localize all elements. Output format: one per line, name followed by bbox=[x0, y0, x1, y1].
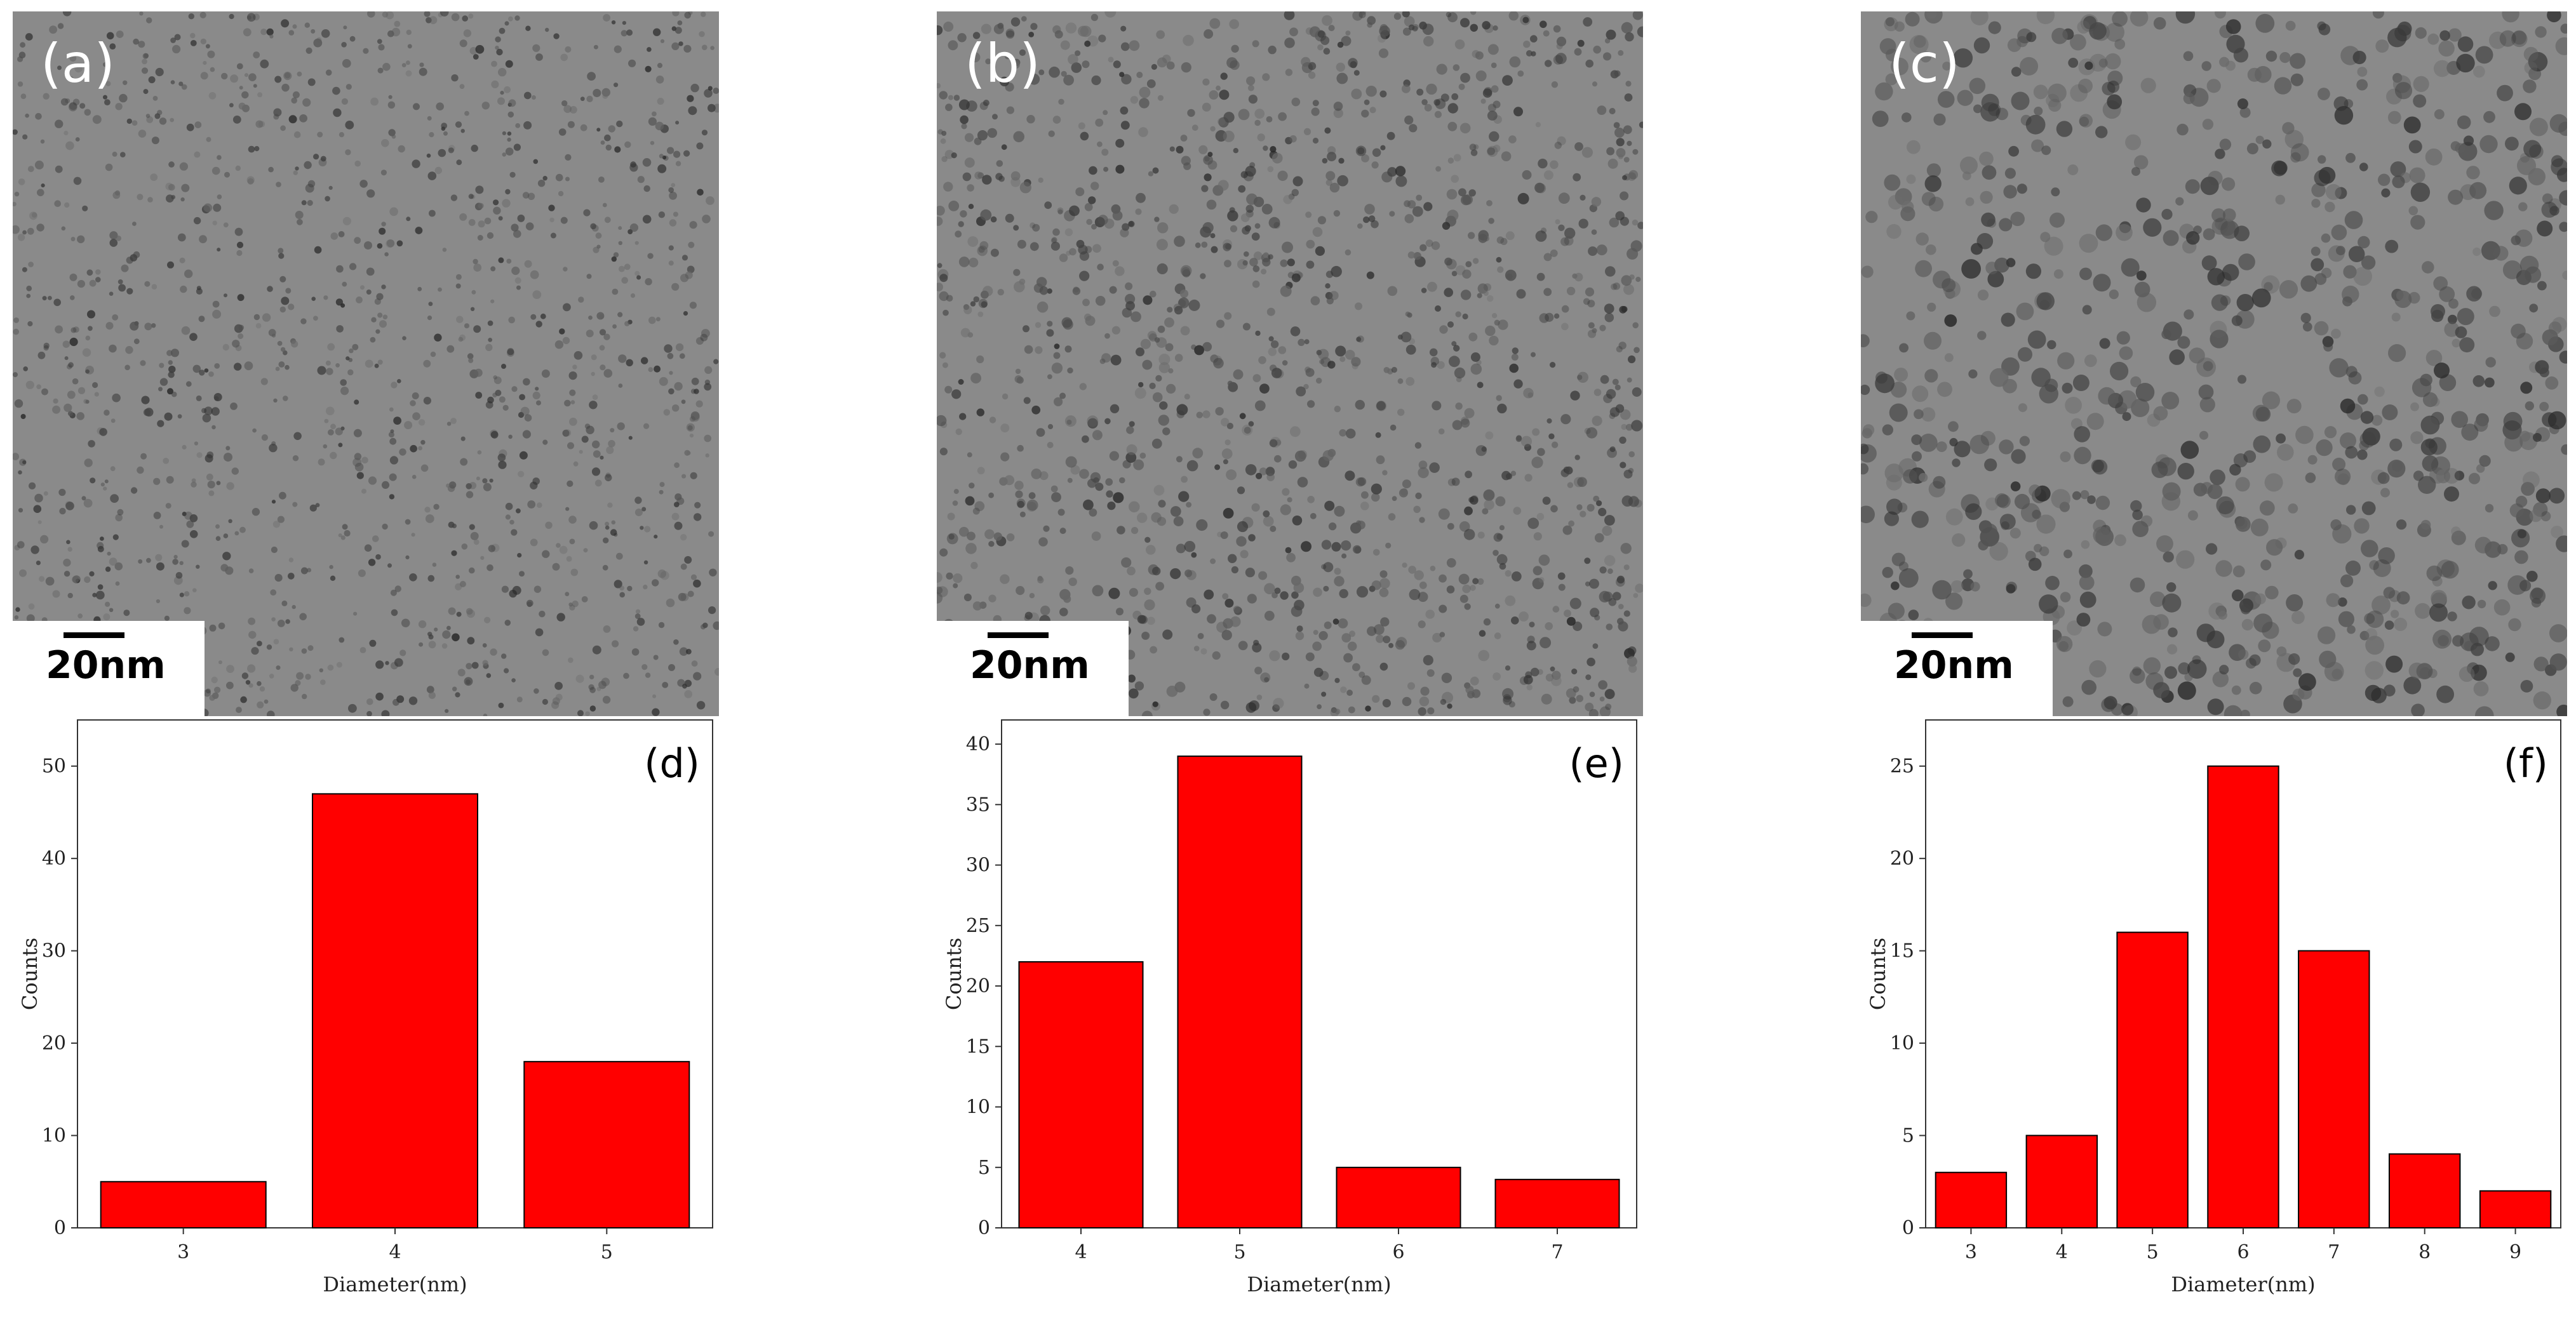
scale-label: 20nm bbox=[1894, 643, 2014, 688]
y-tick-label: 15 bbox=[966, 1035, 990, 1058]
bar bbox=[2207, 765, 2279, 1228]
bar bbox=[2389, 1153, 2461, 1228]
bar bbox=[523, 1061, 690, 1228]
bar bbox=[2479, 1190, 2552, 1228]
scale-bar bbox=[64, 632, 124, 638]
y-tick-label: 0 bbox=[978, 1217, 990, 1239]
scale-box: 20nm bbox=[1861, 621, 2053, 716]
panel-label: (d) bbox=[644, 740, 700, 787]
panel-label-c: (c) bbox=[1889, 32, 1960, 95]
scale-label: 20nm bbox=[970, 643, 1090, 688]
histogram-svg: 0 5 10 15 20 25 3 4 5 6 7 8 9 Diameter(nm) Counts (f) bbox=[1866, 719, 2561, 1296]
y-tick-label: 10 bbox=[42, 1125, 66, 1147]
tem-texture bbox=[13, 11, 719, 716]
tem-image-a: (a) 20nm bbox=[13, 11, 719, 716]
tem-texture bbox=[937, 11, 1643, 716]
bar bbox=[2025, 1135, 2098, 1228]
y-tick-label: 0 bbox=[1902, 1217, 1914, 1239]
x-tick-label: 5 bbox=[601, 1241, 613, 1263]
x-tick-label: 4 bbox=[1075, 1241, 1087, 1263]
bar bbox=[100, 1181, 267, 1228]
bar bbox=[1018, 961, 1144, 1228]
nanoparticle-layer bbox=[1861, 11, 2567, 716]
tem-image-c: (c) 20nm bbox=[1861, 11, 2567, 716]
panel-label: (e) bbox=[1569, 740, 1624, 787]
y-tick-label: 40 bbox=[42, 848, 66, 870]
x-axis-title: Diameter(nm) bbox=[323, 1272, 467, 1296]
tem-image-b: (b) 20nm bbox=[937, 11, 1643, 716]
histogram-f: 0 5 10 15 20 25 3 4 5 6 7 8 9 Diameter(nm) Counts (f) bbox=[1861, 717, 2567, 1314]
y-tick-label: 25 bbox=[1890, 756, 1914, 778]
bar bbox=[1494, 1178, 1620, 1228]
histogram-d: 0 10 20 30 40 50 3 4 5 Diameter(nm) Counts (d) bbox=[13, 717, 719, 1314]
bar bbox=[2298, 950, 2370, 1228]
histogram-e: 0 5 10 15 20 25 30 35 40 4 5 6 7 Diameter(nm) Counts (e… bbox=[937, 717, 1643, 1314]
panel-label-a: (a) bbox=[41, 32, 116, 95]
bar bbox=[312, 793, 478, 1228]
y-tick-label: 40 bbox=[966, 733, 990, 756]
x-tick-label: 3 bbox=[1965, 1241, 1977, 1263]
nanoparticle-layer bbox=[13, 11, 719, 716]
y-tick-label: 15 bbox=[1890, 940, 1914, 962]
x-tick-label: 4 bbox=[389, 1241, 401, 1263]
nanoparticle-layer bbox=[937, 11, 1643, 716]
bar bbox=[1177, 756, 1303, 1229]
y-axis-title: Counts bbox=[942, 938, 966, 1010]
y-axis-title: Counts bbox=[18, 938, 42, 1010]
y-tick-label: 10 bbox=[1890, 1032, 1914, 1055]
x-tick-label: 6 bbox=[2237, 1241, 2249, 1263]
bar bbox=[1935, 1171, 2008, 1229]
panel-label: (f) bbox=[2504, 740, 2548, 787]
y-tick-label: 20 bbox=[966, 975, 990, 997]
x-tick-label: 6 bbox=[1392, 1241, 1404, 1263]
x-axis-title: Diameter(nm) bbox=[1247, 1272, 1391, 1296]
histogram-svg: 0 10 20 30 40 50 3 4 5 Diameter(nm) Counts (d) bbox=[18, 719, 713, 1296]
y-tick-label: 30 bbox=[42, 940, 66, 962]
y-tick-label: 50 bbox=[42, 756, 66, 778]
y-axis-title: Counts bbox=[1866, 938, 1890, 1010]
y-tick-label: 5 bbox=[978, 1157, 990, 1179]
y-tick-label: 25 bbox=[966, 915, 990, 937]
panel-label-b: (b) bbox=[965, 32, 1040, 95]
scale-bar bbox=[1912, 632, 1973, 638]
y-tick-label: 20 bbox=[42, 1032, 66, 1055]
x-tick-label: 5 bbox=[1233, 1241, 1245, 1263]
y-tick-label: 5 bbox=[1902, 1125, 1914, 1147]
x-tick-label: 9 bbox=[2509, 1241, 2521, 1263]
x-tick-label: 3 bbox=[177, 1241, 189, 1263]
tem-texture bbox=[1861, 11, 2567, 716]
scale-box: 20nm bbox=[13, 621, 205, 716]
x-tick-label: 5 bbox=[2147, 1241, 2159, 1263]
plot-frame bbox=[1001, 719, 1637, 1228]
bar bbox=[2116, 931, 2189, 1228]
y-tick-label: 10 bbox=[966, 1096, 990, 1119]
y-tick-label: 20 bbox=[1890, 848, 1914, 870]
x-tick-label: 7 bbox=[1551, 1241, 1563, 1263]
x-axis-title: Diameter(nm) bbox=[2171, 1272, 2315, 1296]
y-tick-label: 35 bbox=[966, 794, 990, 816]
x-tick-label: 8 bbox=[2418, 1241, 2431, 1263]
scale-bar bbox=[988, 632, 1049, 638]
scale-label: 20nm bbox=[46, 643, 166, 688]
x-tick-label: 7 bbox=[2328, 1241, 2340, 1263]
y-tick-label: 30 bbox=[966, 855, 990, 877]
x-tick-label: 4 bbox=[2056, 1241, 2068, 1263]
bar bbox=[1336, 1166, 1461, 1228]
scale-box: 20nm bbox=[937, 621, 1129, 716]
y-tick-label: 0 bbox=[54, 1217, 66, 1239]
